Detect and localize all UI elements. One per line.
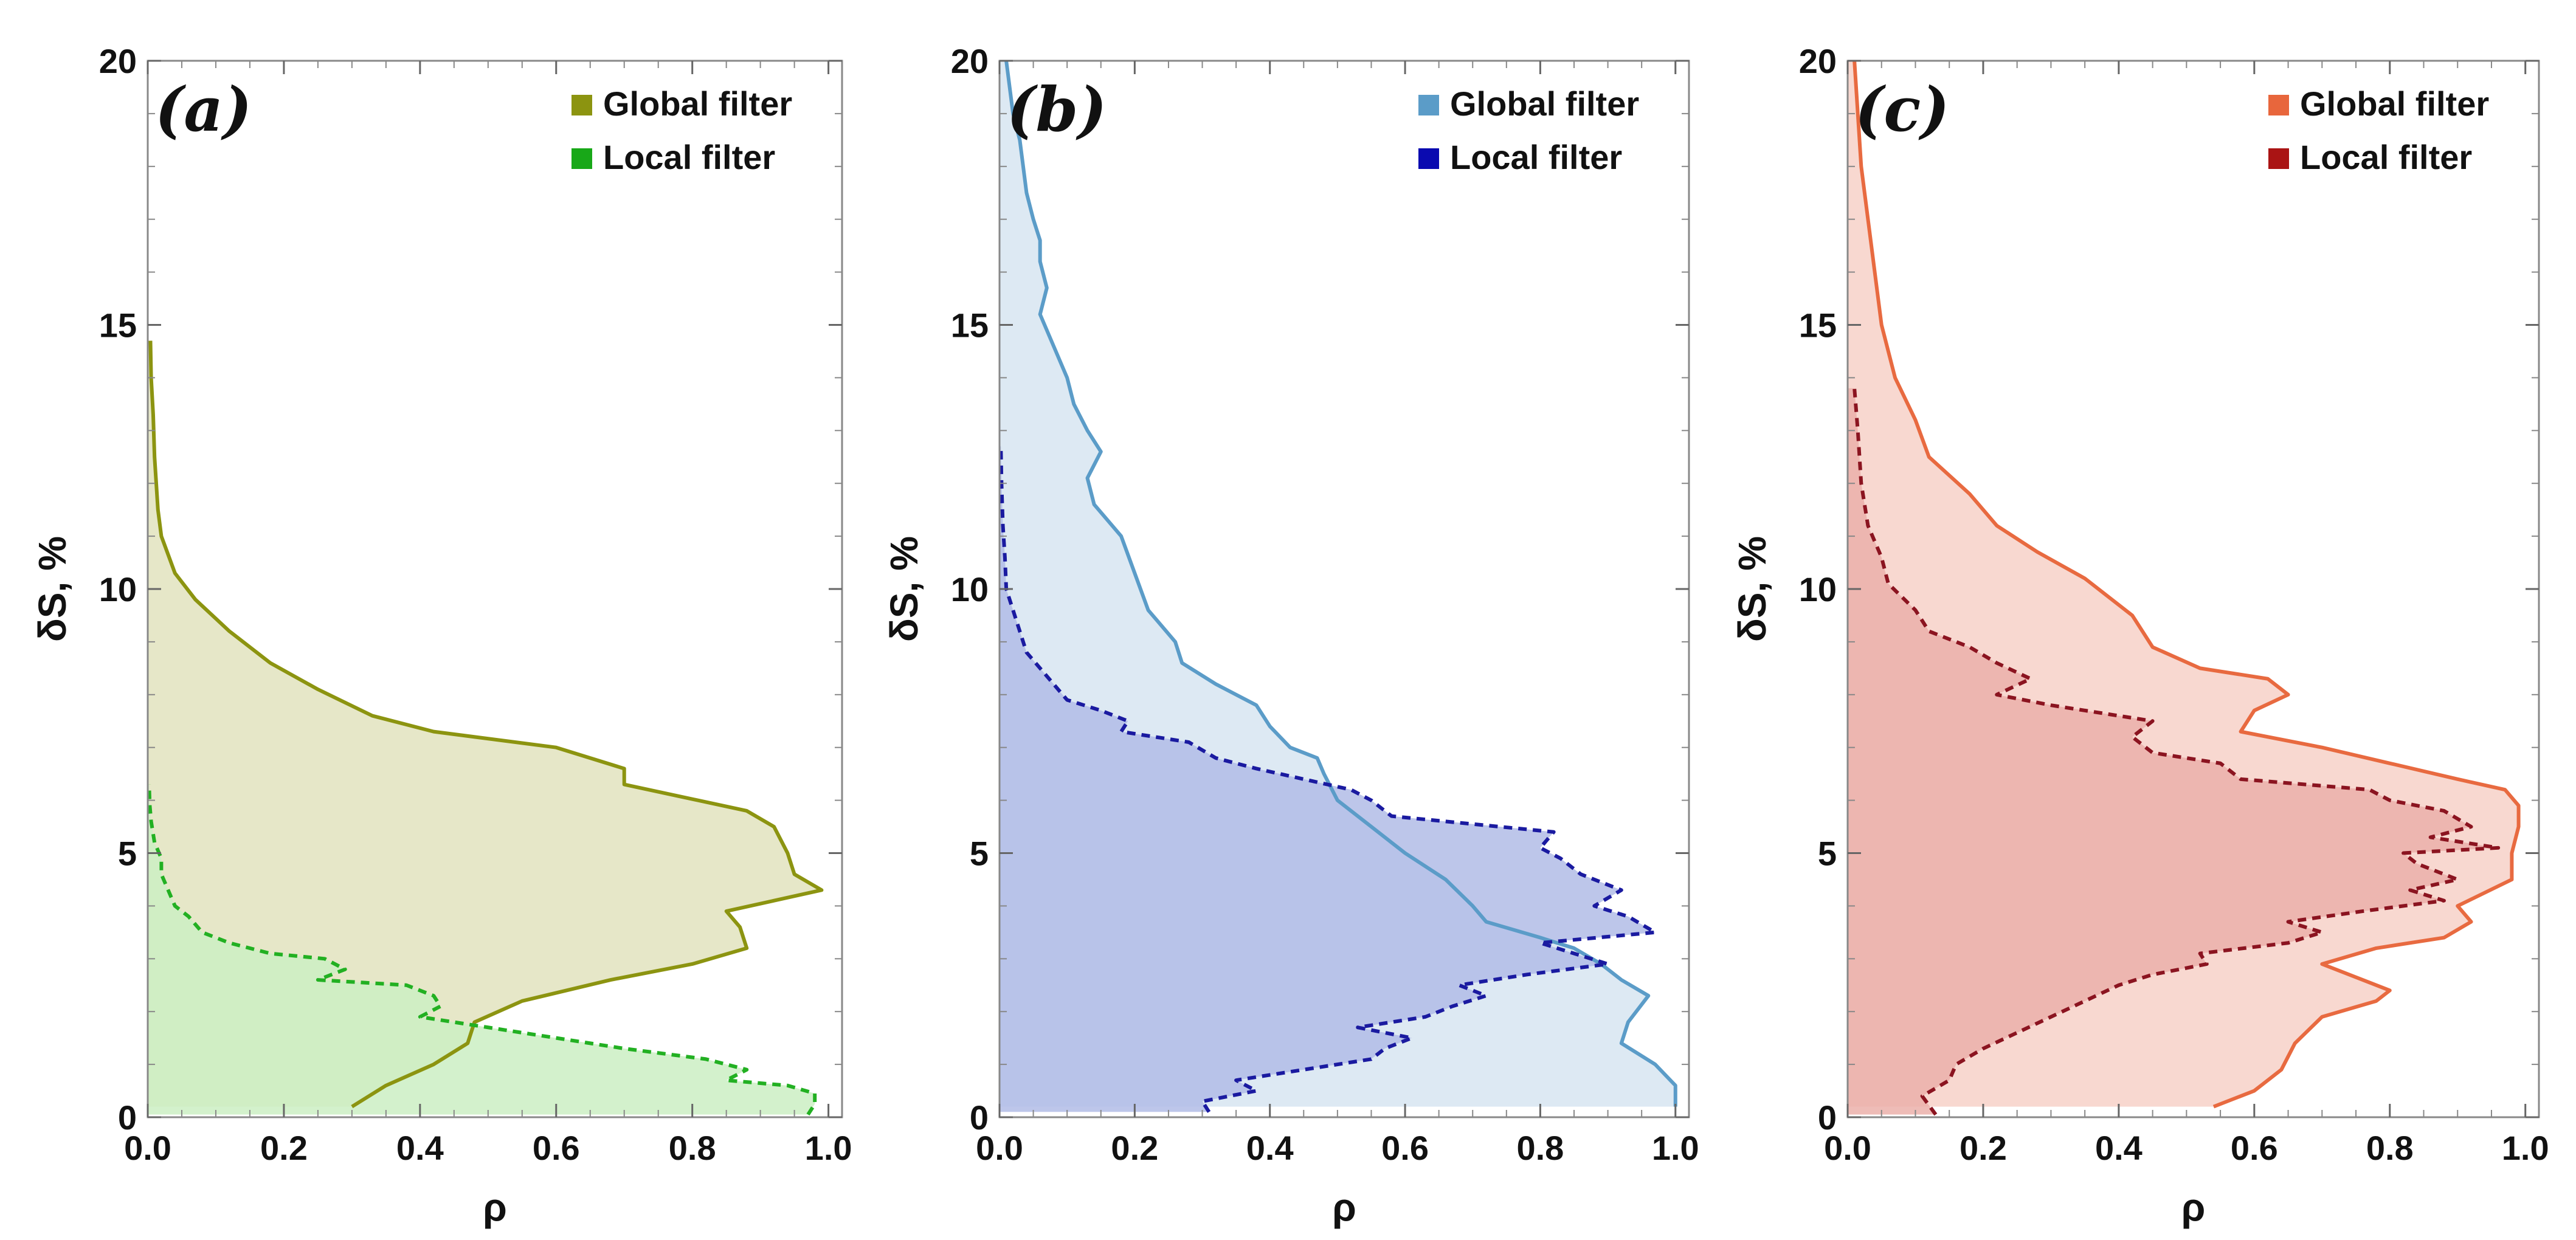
y-tick-label: 5	[1818, 835, 1837, 873]
y-tick-label: 0	[970, 1098, 989, 1137]
legend-label: Global filter	[1450, 84, 1639, 123]
legend-swatch	[571, 95, 592, 115]
area-global-filter	[148, 340, 822, 1107]
legend: Global filter Local filter	[1418, 84, 1639, 176]
legend-label: Global filter	[2300, 84, 2489, 123]
legend: Global filter Local filter	[571, 84, 792, 176]
panel-a: 0.0 0.2 0.4 0.6 0.8 1.0 0 5 10 15 20 ρ δS, % (a) Globa…	[30, 42, 852, 1229]
y-tick-label: 10	[99, 570, 137, 608]
x-tick-label: 0.0	[1824, 1129, 1871, 1167]
y-tick-label: 20	[951, 42, 989, 80]
x-tick-label: 1.0	[2502, 1129, 2549, 1167]
line-global-filter	[1853, 60, 2521, 1109]
x-tick-label: 0.0	[124, 1129, 171, 1167]
y-axis-label: δS, %	[1730, 536, 1774, 642]
legend-label: Local filter	[2300, 138, 2472, 176]
x-tick-label: 0.4	[1246, 1129, 1294, 1167]
x-tick-label: 0.4	[2095, 1129, 2143, 1167]
area-local-filter	[1000, 446, 1656, 1112]
legend-swatch	[1418, 95, 1439, 115]
x-axis-label: ρ	[1332, 1185, 1356, 1229]
legend: Global filter Local filter	[2268, 84, 2489, 176]
x-tick-label: 1.0	[1652, 1129, 1699, 1167]
x-tick-label: 0.8	[669, 1129, 716, 1167]
legend-label: Local filter	[1450, 138, 1622, 176]
y-tick-label: 20	[1799, 42, 1837, 80]
y-tick-label: 0	[1818, 1098, 1837, 1137]
x-tick-label: 0.2	[1111, 1129, 1158, 1167]
y-tick-label: 5	[970, 835, 989, 873]
x-tick-label: 0.0	[976, 1129, 1023, 1167]
y-axis-label: δS, %	[30, 536, 74, 642]
y-tick-label: 10	[1799, 570, 1837, 608]
legend-label: Global filter	[603, 84, 792, 123]
panel-c: 0.0 0.2 0.4 0.6 0.8 1.0 0 5 10 15 20 ρ δS, % (c) Globa…	[1730, 42, 2549, 1229]
x-tick-label: 1.0	[805, 1129, 852, 1167]
line-global-filter	[148, 340, 824, 1109]
legend-label: Local filter	[603, 138, 775, 176]
panel-label: (a)	[155, 74, 252, 145]
x-tick-label: 0.6	[2231, 1129, 2278, 1167]
line-local-filter	[999, 446, 1657, 1113]
line-local-filter	[1853, 388, 2501, 1116]
x-tick-label: 0.8	[2366, 1129, 2414, 1167]
x-tick-label: 0.8	[1516, 1129, 1564, 1167]
x-tick-label: 0.6	[533, 1129, 580, 1167]
x-tick-label: 0.4	[396, 1129, 444, 1167]
area-local-filter	[1848, 388, 2499, 1115]
legend-swatch	[571, 148, 592, 169]
x-tick-label: 0.2	[1960, 1129, 2007, 1167]
panel-b: 0.0 0.2 0.4 0.6 0.8 1.0 0 5 10 15 20 ρ δS, % (b) Globa…	[882, 42, 1699, 1229]
area-local-filter	[148, 784, 815, 1115]
x-axis-label: ρ	[483, 1185, 507, 1229]
legend-swatch	[1418, 148, 1439, 169]
y-tick-label: 15	[951, 306, 989, 345]
y-tick-label: 15	[1799, 306, 1837, 345]
y-tick-label: 0	[118, 1098, 137, 1137]
y-tick-label: 15	[99, 306, 137, 345]
line-local-filter	[147, 784, 817, 1116]
legend-swatch	[2268, 148, 2289, 169]
y-axis-label: δS, %	[882, 536, 926, 642]
y-tick-label: 5	[118, 835, 137, 873]
legend-swatch	[2268, 95, 2289, 115]
panel-label: (c)	[1855, 74, 1950, 145]
x-tick-label: 0.2	[260, 1129, 308, 1167]
y-tick-label: 20	[99, 42, 137, 80]
y-tick-label: 10	[951, 570, 989, 608]
x-tick-label: 0.6	[1381, 1129, 1429, 1167]
x-axis-label: ρ	[2181, 1185, 2206, 1229]
panel-label: (b)	[1007, 74, 1107, 145]
